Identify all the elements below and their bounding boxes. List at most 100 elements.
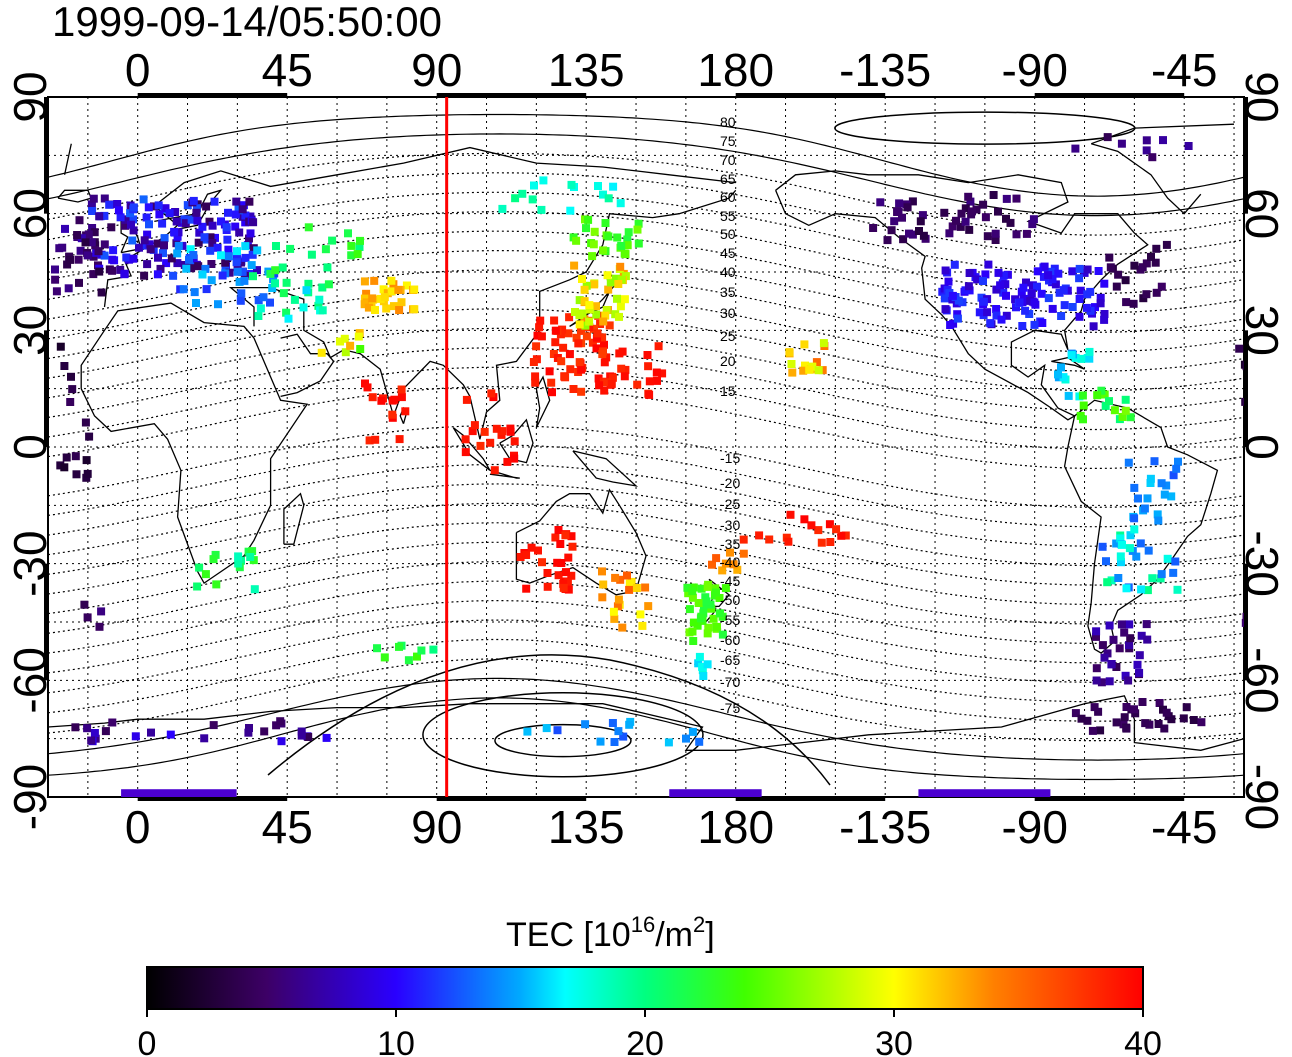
tec-point xyxy=(965,286,974,295)
tec-point xyxy=(83,469,92,478)
tec-point xyxy=(528,195,537,204)
mlat-label: -30 xyxy=(720,517,740,533)
mlat-contour xyxy=(48,561,1244,644)
tec-point xyxy=(564,585,573,594)
tec-point xyxy=(1089,322,1098,331)
tec-point xyxy=(688,587,697,596)
tec-point xyxy=(109,246,118,255)
left-latitude-tick-label: 60 xyxy=(4,188,56,239)
tec-point xyxy=(83,251,92,260)
frame-bar-right xyxy=(1243,330,1248,447)
tec-point xyxy=(1148,574,1157,583)
tec-point xyxy=(785,348,794,357)
tec-point xyxy=(572,333,581,342)
tec-point xyxy=(986,319,995,328)
tec-point xyxy=(1038,319,1047,327)
tec-point xyxy=(231,222,240,231)
tec-point xyxy=(1242,612,1244,621)
tec-point xyxy=(1143,494,1152,503)
tec-point xyxy=(623,235,632,244)
tec-point xyxy=(584,215,593,224)
tec-point xyxy=(1120,713,1129,722)
tec-point xyxy=(950,260,959,269)
tec-point xyxy=(487,389,496,398)
tec-point xyxy=(784,537,793,546)
tec-point xyxy=(221,263,230,272)
tec-point xyxy=(968,207,976,216)
tec-point xyxy=(1027,289,1036,298)
tec-point xyxy=(593,333,601,342)
frame-bar-bottom xyxy=(137,796,288,801)
tec-point xyxy=(561,373,570,382)
tec-point xyxy=(989,191,998,199)
tec-point xyxy=(1125,641,1133,650)
tec-point xyxy=(600,358,609,367)
colorbar-tick-label: 30 xyxy=(875,1025,913,1057)
tec-point xyxy=(634,239,643,248)
tec-point xyxy=(379,285,388,294)
tec-point xyxy=(1085,347,1094,356)
tec-point xyxy=(569,385,578,393)
tec-point xyxy=(266,298,274,307)
mlat-contour-south-65 xyxy=(267,654,831,786)
tec-point xyxy=(193,216,202,225)
tec-point xyxy=(578,275,586,283)
tec-point xyxy=(689,637,698,645)
tec-point xyxy=(129,215,138,224)
tec-point xyxy=(245,197,254,206)
tec-point xyxy=(703,660,712,669)
tec-point xyxy=(1075,274,1084,283)
tec-point xyxy=(1054,370,1062,379)
tec-point xyxy=(1077,714,1086,723)
tec-point xyxy=(1135,668,1144,677)
tec-point xyxy=(401,407,410,416)
tec-point xyxy=(623,571,631,580)
tec-point xyxy=(941,305,950,314)
tec-point xyxy=(590,280,599,289)
tec-point xyxy=(1105,397,1113,406)
tec-point xyxy=(819,339,828,348)
tec-point xyxy=(1147,252,1155,261)
tec-point xyxy=(128,236,137,245)
tec-point xyxy=(181,219,190,228)
tec-point xyxy=(684,589,693,598)
tec-point xyxy=(231,210,240,219)
tec-point xyxy=(553,558,562,567)
tec-point xyxy=(826,538,835,546)
tec-point xyxy=(413,652,421,661)
tec-point xyxy=(599,246,608,255)
mlat-label: -25 xyxy=(720,496,740,512)
tec-point xyxy=(556,540,565,548)
tec-point xyxy=(1059,373,1068,382)
tec-point xyxy=(490,466,499,475)
tec-point xyxy=(592,344,601,353)
tec-point xyxy=(140,236,149,245)
tec-point xyxy=(94,247,103,256)
coastline xyxy=(280,333,335,398)
tec-point xyxy=(615,312,623,321)
tec-point xyxy=(307,250,316,259)
tec-point xyxy=(961,286,970,295)
tec-point xyxy=(529,358,538,366)
tec-point xyxy=(841,531,850,540)
mlat-label: -40 xyxy=(720,554,740,570)
tec-point xyxy=(590,227,599,236)
tec-point xyxy=(577,365,586,374)
tec-point xyxy=(715,594,724,602)
tec-point xyxy=(511,194,520,203)
tec-point xyxy=(1025,310,1034,318)
frame-bar-left xyxy=(44,563,49,681)
tec-point xyxy=(347,251,356,260)
tec-point xyxy=(559,343,568,352)
tec-point xyxy=(105,200,114,209)
tec-point xyxy=(114,206,123,215)
tec-point xyxy=(397,298,406,307)
tec-point xyxy=(1096,299,1105,308)
tec-point xyxy=(898,213,906,222)
tec-point xyxy=(979,297,988,306)
tec-point xyxy=(371,306,379,314)
tec-point xyxy=(1162,481,1171,490)
tec-point xyxy=(805,365,814,374)
tec-point xyxy=(234,559,243,568)
tec-point xyxy=(382,304,391,313)
